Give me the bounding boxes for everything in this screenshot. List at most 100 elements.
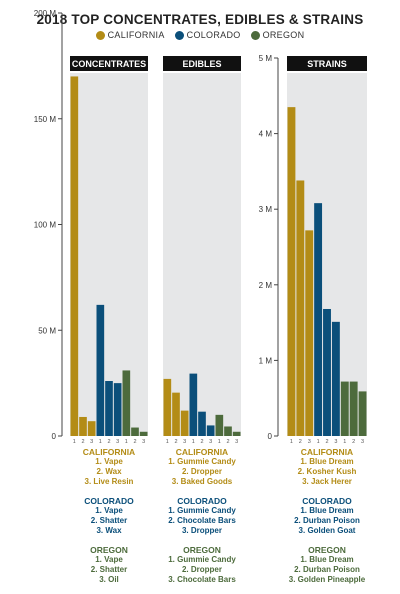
chart-plot-area: 0 50 M 100 M 150 M 200 M 0 1 M 2 M 3 M 4 M 5 M CONC… xyxy=(34,9,367,445)
rankings-edibles-colorado: COLORADO 1. Gummie Candy 2. Chocolate Bars… xyxy=(147,496,257,536)
rankings-concentrates: CALIFORNIA 1. Vape 2. Wax 3. Live Resin COLO… xyxy=(54,447,164,594)
rank-tick-label: 3 xyxy=(90,439,93,445)
rank-tick-label: 3 xyxy=(361,439,364,445)
rank-tick-label: 1 xyxy=(192,439,195,445)
bar-concentrates-colorado-3 xyxy=(113,383,122,436)
rank-tick-label: 2 xyxy=(81,439,84,445)
bar-edibles-oregon-2 xyxy=(224,426,232,436)
ranking-item: 2. Kosher Kush xyxy=(297,467,357,476)
ranking-item: 3. Chocolate Bars xyxy=(168,575,236,584)
rank-tick-label: 3 xyxy=(334,439,337,445)
right-axis-tick-label: 5 M xyxy=(259,54,273,63)
rank-tick-label: 1 xyxy=(317,439,320,445)
bar-concentrates-california-2 xyxy=(79,416,87,436)
panel-title-edibles: EDIBLES xyxy=(182,59,221,69)
left-axis-tick-label: 150 M xyxy=(34,115,57,124)
bar-edibles-california-3 xyxy=(180,410,189,436)
ranking-item: 3. Jack Herer xyxy=(302,477,352,486)
ranking-item: 1. Blue Dream xyxy=(300,555,354,564)
panel-bg-concentrates xyxy=(70,73,148,436)
bar-strains-california-3 xyxy=(305,230,314,436)
bar-edibles-colorado-2 xyxy=(198,411,206,436)
ranking-item: 1. Vape xyxy=(95,457,123,466)
bar-concentrates-colorado-2 xyxy=(105,381,113,436)
panel-bg-edibles xyxy=(163,73,241,436)
ranking-item: 3. Live Resin xyxy=(84,477,134,486)
ranking-state-heading: CALIFORNIA xyxy=(300,447,354,457)
rank-tick-label: 1 xyxy=(166,439,169,445)
rankings-concentrates-colorado: COLORADO 1. Vape 2. Shatter 3. Wax xyxy=(54,496,164,536)
rank-tick-label: 1 xyxy=(290,439,293,445)
legend: CALIFORNIA COLORADO OREGON xyxy=(0,30,400,40)
chart-title: 2018 TOP CONCENTRATES, EDIBLES & STRAINS xyxy=(36,12,364,27)
rank-tick-label: 3 xyxy=(183,439,186,445)
rank-tick-label: 3 xyxy=(209,439,212,445)
rankings-concentrates-california: CALIFORNIA 1. Vape 2. Wax 3. Live Resin xyxy=(54,447,164,487)
legend-item-colorado: COLORADO xyxy=(174,30,241,40)
panel-header-concentrates xyxy=(70,56,148,71)
bar-strains-oregon-1 xyxy=(340,381,349,436)
ranking-state-heading: OREGON xyxy=(308,545,346,555)
bar-edibles-colorado-3 xyxy=(206,425,215,436)
panel-title-concentrates: CONCENTRATES xyxy=(72,59,146,69)
bar-edibles-colorado-1 xyxy=(189,373,198,436)
rank-tick-label: 1 xyxy=(343,439,346,445)
ranking-item: 1. Blue Dream xyxy=(300,457,354,466)
ranking-item: 1. Blue Dream xyxy=(300,506,354,515)
rank-tick-label: 2 xyxy=(352,439,355,445)
rank-tick-label: 1 xyxy=(218,439,221,445)
bar-strains-colorado-2 xyxy=(323,308,331,436)
rank-tick-label: 3 xyxy=(142,439,145,445)
rank-tick-label: 1 xyxy=(99,439,102,445)
ranking-item: 1. Vape xyxy=(95,506,123,515)
ranking-state-heading: OREGON xyxy=(183,545,221,555)
ranking-item: 2. Shatter xyxy=(90,516,128,525)
bar-edibles-california-1 xyxy=(163,378,172,436)
rankings-strains-california: CALIFORNIA 1. Blue Dream 2. Kosher Kush 3. … xyxy=(272,447,382,487)
rank-tick-label: 1 xyxy=(125,439,128,445)
ranking-state-heading: COLORADO xyxy=(84,496,134,506)
bar-concentrates-california-3 xyxy=(87,421,96,436)
panel-header-edibles xyxy=(163,56,241,71)
right-axis-tick-label: 1 M xyxy=(259,356,273,365)
left-axis-tick-label: 0 xyxy=(52,432,57,441)
rank-tick-label: 2 xyxy=(107,439,110,445)
ranking-item: 2. Dropper xyxy=(181,467,222,476)
legend-swatch-colorado xyxy=(174,30,184,40)
ranking-item: 2. Durban Poison xyxy=(294,565,360,574)
rank-tick-label: 2 xyxy=(200,439,203,445)
rankings-edibles-california: CALIFORNIA 1. Gummie Candy 2. Dropper 3. Ba… xyxy=(147,447,257,487)
bar-edibles-oregon-1 xyxy=(215,414,224,436)
legend-swatch-oregon xyxy=(250,30,260,40)
ranking-item: 2. Wax xyxy=(96,467,122,476)
bar-strains-colorado-3 xyxy=(331,321,340,436)
right-axis-tick-label: 4 M xyxy=(259,130,273,139)
rank-tick-label: 2 xyxy=(299,439,302,445)
legend-item-california: CALIFORNIA xyxy=(95,30,165,40)
bar-concentrates-colorado-1 xyxy=(96,304,105,436)
right-axis-tick-label: 2 M xyxy=(259,281,273,290)
bar-concentrates-california-1 xyxy=(70,76,79,436)
rank-tick-label: 2 xyxy=(325,439,328,445)
rankings-strains-oregon: OREGON 1. Blue Dream 2. Durban Poison 3. Go… xyxy=(272,545,382,585)
ranking-item: 3. Dropper xyxy=(181,526,222,535)
chart-root: 2018 TOP CONCENTRATES, EDIBLES & STRAINS… xyxy=(0,9,400,584)
ranking-item: 3. Golden Goat xyxy=(298,526,356,535)
ranking-item: 3. Golden Pineapple xyxy=(288,575,366,584)
legend-swatch-california xyxy=(95,30,105,40)
ranking-item: 3. Wax xyxy=(96,526,122,535)
bar-strains-colorado-1 xyxy=(314,203,323,436)
ranking-item: 1. Gummie Candy xyxy=(168,506,236,515)
bar-strains-oregon-2 xyxy=(349,381,358,436)
bar-edibles-oregon-3 xyxy=(232,431,241,436)
ranking-item: 1. Vape xyxy=(95,555,123,564)
legend-label-california: CALIFORNIA xyxy=(107,30,165,40)
ranking-item: 2. Shatter xyxy=(90,565,128,574)
rank-tick-label: 3 xyxy=(308,439,311,445)
right-axis-tick-label: 3 M xyxy=(259,205,273,214)
rank-tick-label: 2 xyxy=(226,439,229,445)
rankings-strains: CALIFORNIA 1. Blue Dream 2. Kosher Kush 3. … xyxy=(272,447,382,594)
ranking-item: 1. Gummie Candy xyxy=(168,457,236,466)
ranking-item: 3. Baked Goods xyxy=(171,477,233,486)
ranking-item: 1. Gummie Candy xyxy=(168,555,236,564)
